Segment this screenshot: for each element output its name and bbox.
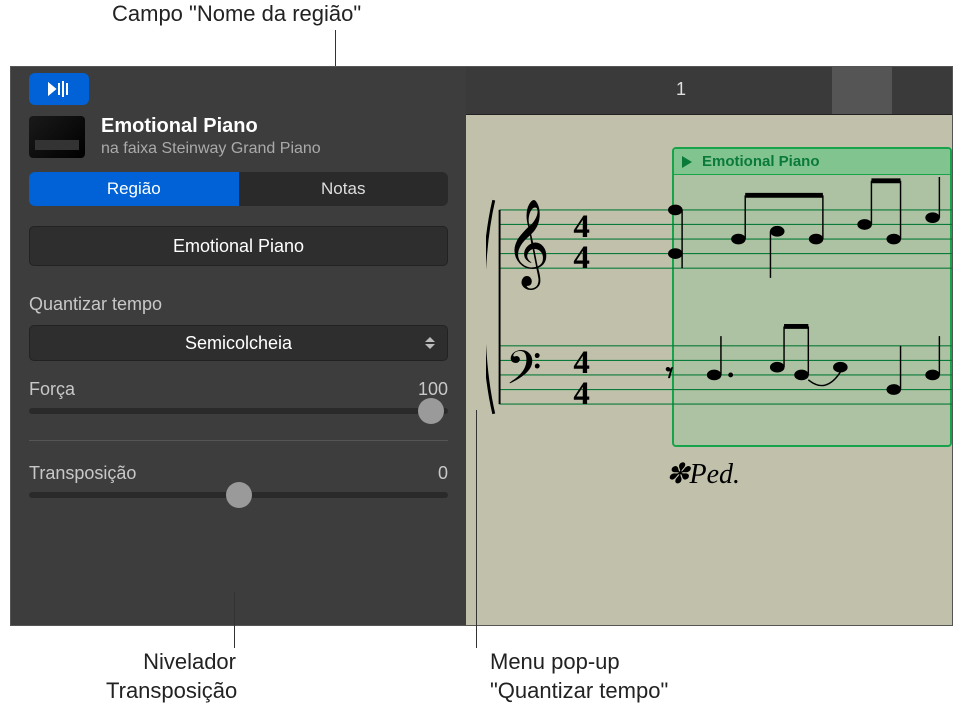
svg-text:4: 4 — [573, 376, 590, 412]
inspector-toolbar — [29, 67, 448, 111]
loop-icon — [682, 156, 696, 168]
quantize-value: Semicolcheia — [185, 333, 292, 354]
score-region-header[interactable]: Emotional Piano — [674, 149, 950, 175]
transpose-slider[interactable] — [29, 492, 448, 498]
pedal-mark: ✽Ped. — [666, 457, 740, 491]
ruler-marker-1: 1 — [676, 79, 686, 100]
callout-line — [476, 410, 477, 648]
tab-notes[interactable]: Notas — [239, 172, 449, 206]
music-staff: 𝄞 𝄢 4 4 4 4 — [486, 177, 952, 437]
svg-text:𝄾: 𝄾 — [666, 358, 674, 390]
callout-line — [234, 592, 235, 648]
callout-line — [335, 30, 336, 66]
chevron-up-down-icon — [423, 333, 437, 353]
strength-slider-thumb[interactable] — [418, 398, 444, 424]
transpose-row: Transposição 0 — [29, 463, 448, 484]
timeline-ruler[interactable]: 1 — [466, 67, 952, 115]
quantize-label: Quantizar tempo — [29, 294, 448, 315]
app-window: Emotional Piano na faixa Steinway Grand … — [10, 66, 953, 626]
ruler-playhead-area — [832, 67, 892, 114]
transpose-value: 0 — [438, 463, 448, 484]
region-subtitle: na faixa Steinway Grand Piano — [101, 140, 321, 158]
region-header: Emotional Piano na faixa Steinway Grand … — [29, 115, 448, 158]
callout-quantize-label: Menu pop-up "Quantizar tempo" — [490, 648, 668, 705]
divider — [29, 440, 448, 441]
svg-text:𝄞: 𝄞 — [505, 199, 550, 290]
strength-label: Força — [29, 379, 75, 400]
piano-icon — [29, 116, 85, 158]
score-region-name: Emotional Piano — [702, 153, 820, 170]
transpose-label: Transposição — [29, 463, 136, 484]
inspector-tabs: Região Notas — [29, 172, 448, 206]
catch-icon — [45, 80, 73, 98]
quantize-popup[interactable]: Semicolcheia — [29, 325, 448, 361]
inspector-panel: Emotional Piano na faixa Steinway Grand … — [11, 67, 466, 625]
strength-value: 100 — [418, 379, 448, 400]
callout-region-name-label: Campo "Nome da região" — [112, 0, 361, 29]
strength-slider[interactable] — [29, 408, 448, 414]
region-name-field[interactable]: Emotional Piano — [29, 226, 448, 266]
svg-text:4: 4 — [573, 240, 590, 276]
staff-area: 𝄞 𝄢 4 4 4 4 — [486, 177, 952, 437]
catch-playhead-button[interactable] — [29, 73, 89, 105]
score-area: 1 Emotional Piano — [466, 67, 952, 625]
strength-row: Força 100 — [29, 379, 448, 400]
transpose-slider-thumb[interactable] — [226, 482, 252, 508]
svg-text:𝄢: 𝄢 — [505, 343, 541, 405]
region-title: Emotional Piano — [101, 115, 321, 138]
callout-transpose-label: Nivelador Transposição — [106, 648, 236, 705]
tab-region[interactable]: Região — [29, 172, 239, 206]
